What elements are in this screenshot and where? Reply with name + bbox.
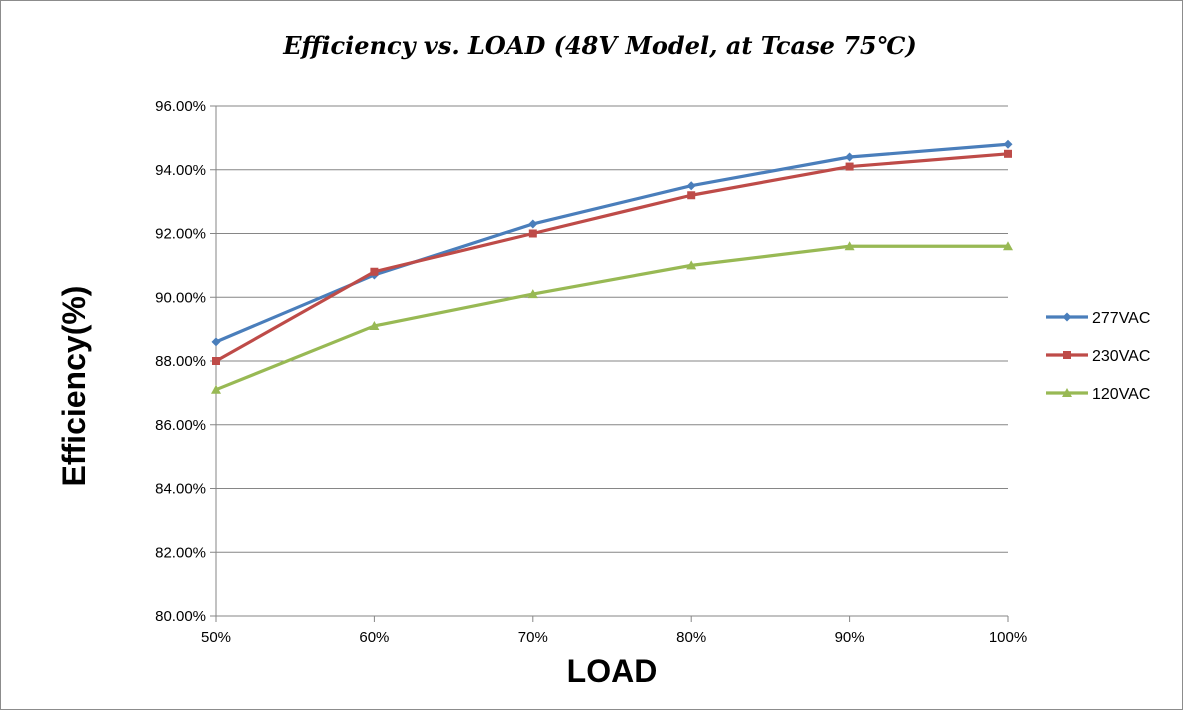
data-point-277vac bbox=[845, 152, 855, 162]
legend-marker-277vac bbox=[1062, 312, 1072, 322]
y-tick-label: 80.00% bbox=[155, 608, 206, 625]
y-tick-label: 84.00% bbox=[155, 481, 206, 498]
series-277vac bbox=[211, 139, 1013, 347]
legend: 277VAC 230VAC 120VAC bbox=[1046, 310, 1150, 403]
y-tick-label: 94.00% bbox=[155, 162, 206, 179]
y-tick-label: 82.00% bbox=[155, 544, 206, 561]
x-axis-title: LOAD bbox=[567, 653, 658, 689]
legend-item-230vac: 230VAC bbox=[1046, 348, 1150, 365]
x-tick-label: 80% bbox=[676, 629, 706, 646]
data-point-230vac bbox=[1004, 149, 1012, 158]
x-axis-ticks: 50% 60% 70% 80% 90% 100% bbox=[201, 616, 1027, 646]
data-point-230vac bbox=[528, 229, 537, 238]
y-axis-title: Efficiency(%) bbox=[56, 286, 92, 487]
data-point-230vac bbox=[212, 357, 220, 365]
data-point-230vac bbox=[687, 191, 696, 200]
data-point-120vac bbox=[844, 241, 855, 251]
legend-label-120vac: 120VAC bbox=[1092, 386, 1150, 403]
data-point-277vac bbox=[686, 181, 696, 191]
legend-marker-120vac bbox=[1062, 388, 1072, 397]
x-tick-label: 70% bbox=[518, 629, 548, 646]
data-point-120vac bbox=[527, 289, 538, 299]
y-tick-label: 86.00% bbox=[155, 417, 206, 434]
series-line-277vac bbox=[215, 142, 1009, 344]
y-axis-ticks: 80.00% 82.00% 84.00% 86.00% 88.00% 90.00% 92.0… bbox=[155, 98, 216, 625]
legend-label-230vac: 230VAC bbox=[1092, 348, 1150, 365]
x-tick-label: 100% bbox=[989, 629, 1027, 646]
x-tick-label: 60% bbox=[359, 629, 389, 646]
data-point-277vac bbox=[211, 337, 221, 347]
y-tick-label: 90.00% bbox=[155, 289, 206, 306]
series-120vac bbox=[211, 241, 1013, 394]
series-group bbox=[211, 139, 1013, 394]
data-point-230vac bbox=[845, 162, 854, 171]
data-point-120vac bbox=[369, 320, 380, 330]
series-line-230vac bbox=[215, 152, 1009, 363]
data-point-277vac bbox=[528, 219, 538, 229]
legend-marker-230vac bbox=[1063, 351, 1071, 359]
y-tick-label: 92.00% bbox=[155, 226, 206, 243]
data-point-230vac bbox=[370, 267, 379, 276]
legend-label-277vac: 277VAC bbox=[1092, 310, 1150, 327]
legend-item-120vac: 120VAC bbox=[1046, 386, 1150, 403]
x-tick-label: 50% bbox=[201, 629, 231, 646]
series-line-120vac bbox=[215, 244, 1008, 392]
chart-title: Efficiency vs. LOAD (48V Model, at Tcase… bbox=[282, 31, 916, 60]
y-tick-label: 96.00% bbox=[155, 98, 206, 115]
series-230vac bbox=[212, 149, 1012, 365]
data-point-120vac bbox=[1003, 241, 1013, 251]
y-tick-label: 88.00% bbox=[155, 353, 206, 370]
data-point-120vac bbox=[211, 384, 221, 394]
x-tick-label: 90% bbox=[835, 629, 865, 646]
data-point-277vac bbox=[1003, 139, 1013, 149]
legend-item-277vac: 277VAC bbox=[1046, 310, 1150, 327]
gridlines bbox=[216, 105, 1008, 553]
data-point-120vac bbox=[686, 260, 697, 270]
